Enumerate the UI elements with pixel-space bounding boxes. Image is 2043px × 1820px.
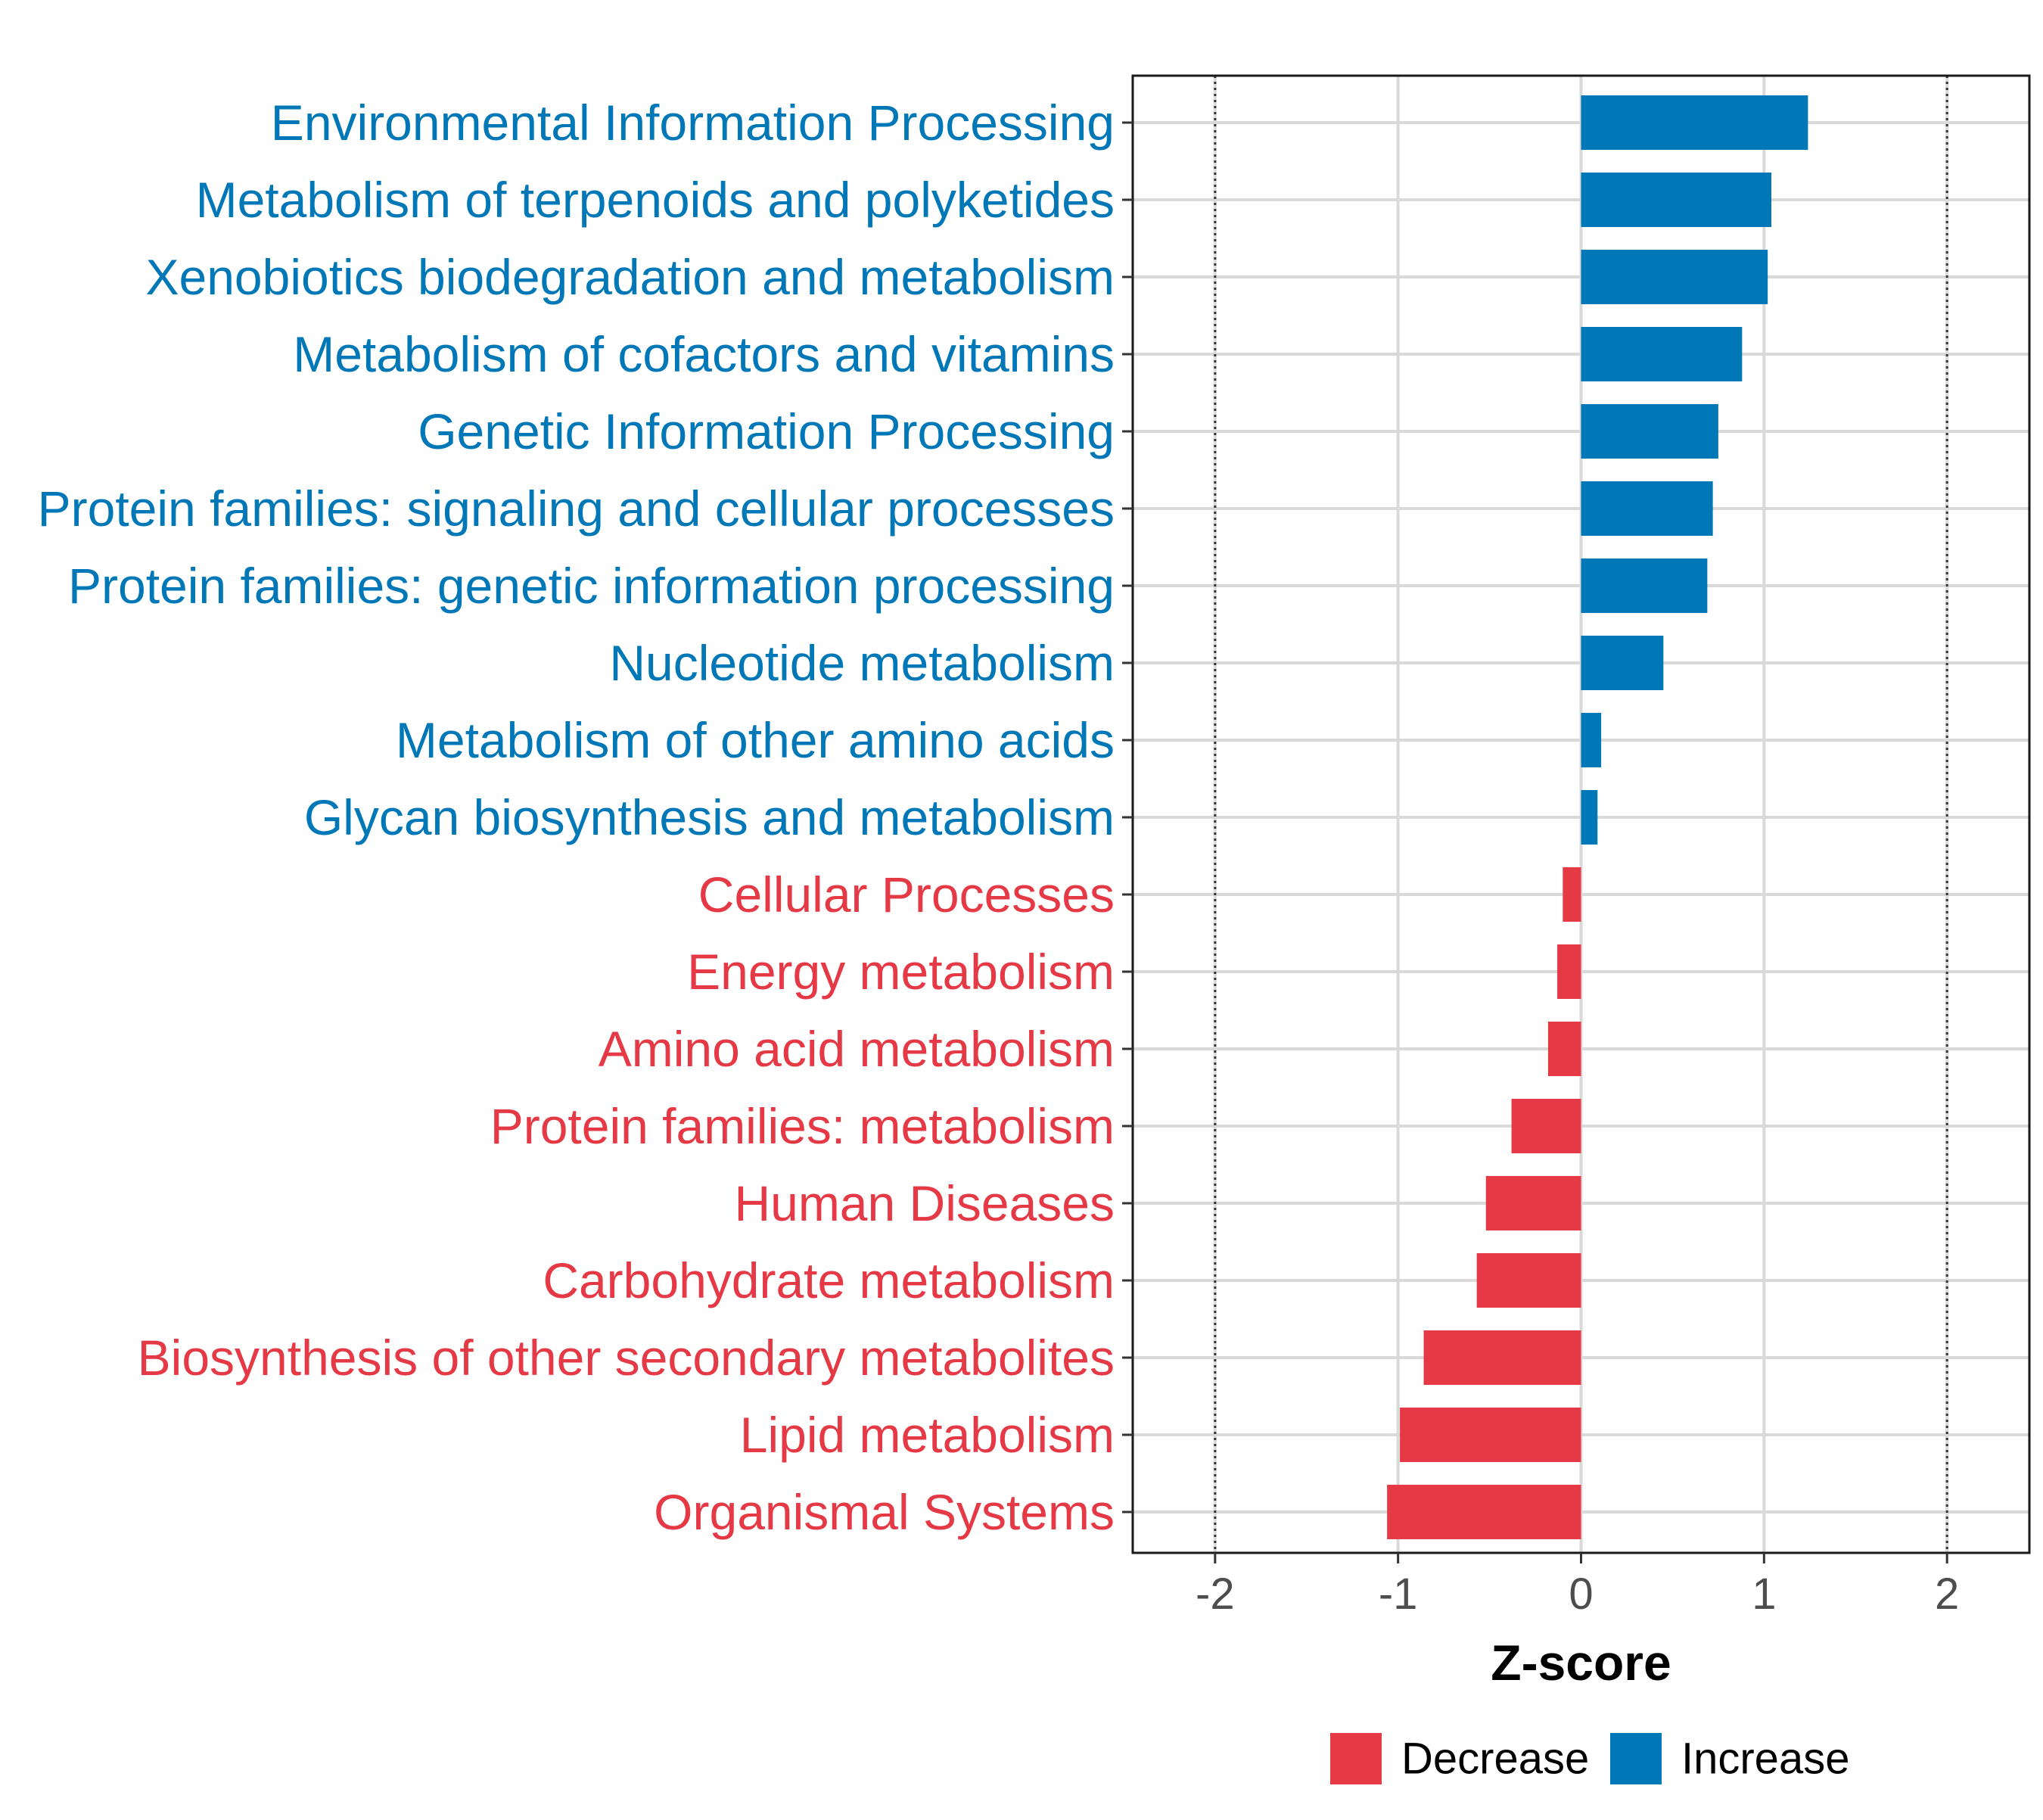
category-label: Carbohydrate metabolism [543,1252,1115,1308]
category-label: Metabolism of cofactors and vitamins [293,326,1115,382]
category-label: Organismal Systems [654,1484,1115,1540]
bar [1387,1485,1581,1539]
x-axis-ticks: -2 -1 0 1 2 [1196,1553,1959,1619]
bar [1581,636,1664,690]
legend: Decrease Increase [1330,1733,1849,1784]
x-tick-label: 1 [1752,1570,1776,1619]
category-label: Xenobiotics biodegradation and metabolis… [146,249,1115,305]
bar [1581,327,1743,381]
category-label: Protein families: genetic information pr… [68,558,1115,614]
bar [1563,867,1581,922]
x-tick-label: -1 [1379,1570,1418,1619]
x-tick-label: 2 [1935,1570,1959,1619]
bar [1557,944,1581,999]
reference-lines [1214,76,1948,1553]
category-label: Protein families: metabolism [490,1098,1115,1154]
bar [1476,1253,1581,1308]
bar [1581,790,1598,845]
category-label: Genetic Information Processing [418,403,1115,459]
bar [1581,404,1718,459]
bar [1581,250,1768,304]
category-label: Glycan biosynthesis and metabolism [304,789,1115,845]
x-tick-label: 0 [1569,1570,1593,1619]
legend-label-decrease: Decrease [1401,1734,1589,1784]
bar [1400,1408,1581,1462]
bar [1581,558,1708,613]
bar [1581,713,1602,767]
category-label: Metabolism of terpenoids and polyketides [196,172,1115,228]
category-label: Energy metabolism [687,944,1115,1000]
bar [1485,1176,1581,1230]
bar [1511,1099,1581,1153]
x-tick-label: -2 [1196,1570,1235,1619]
category-label: Nucleotide metabolism [609,635,1115,691]
category-label: Metabolism of other amino acids [396,712,1115,768]
bar [1581,95,1808,150]
bar [1581,481,1713,536]
category-label: Cellular Processes [698,866,1115,922]
bar [1423,1330,1581,1385]
legend-swatch-increase [1610,1733,1662,1784]
category-label: Protein families: signaling and cellular… [38,481,1115,537]
category-label: Biosynthesis of other secondary metaboli… [138,1330,1115,1386]
bar [1581,173,1772,227]
legend-swatch-decrease [1330,1733,1382,1784]
bars [1387,95,1808,1539]
bar [1547,1022,1581,1076]
y-axis-ticks: Environmental Information Processing Meta… [38,95,1133,1540]
category-label: Human Diseases [734,1175,1115,1231]
category-label: Environmental Information Processing [271,95,1115,151]
legend-label-increase: Increase [1681,1734,1849,1784]
category-label: Amino acid metabolism [599,1021,1115,1077]
category-label: Lipid metabolism [740,1407,1115,1463]
x-axis-title: Z-score [1491,1635,1671,1691]
